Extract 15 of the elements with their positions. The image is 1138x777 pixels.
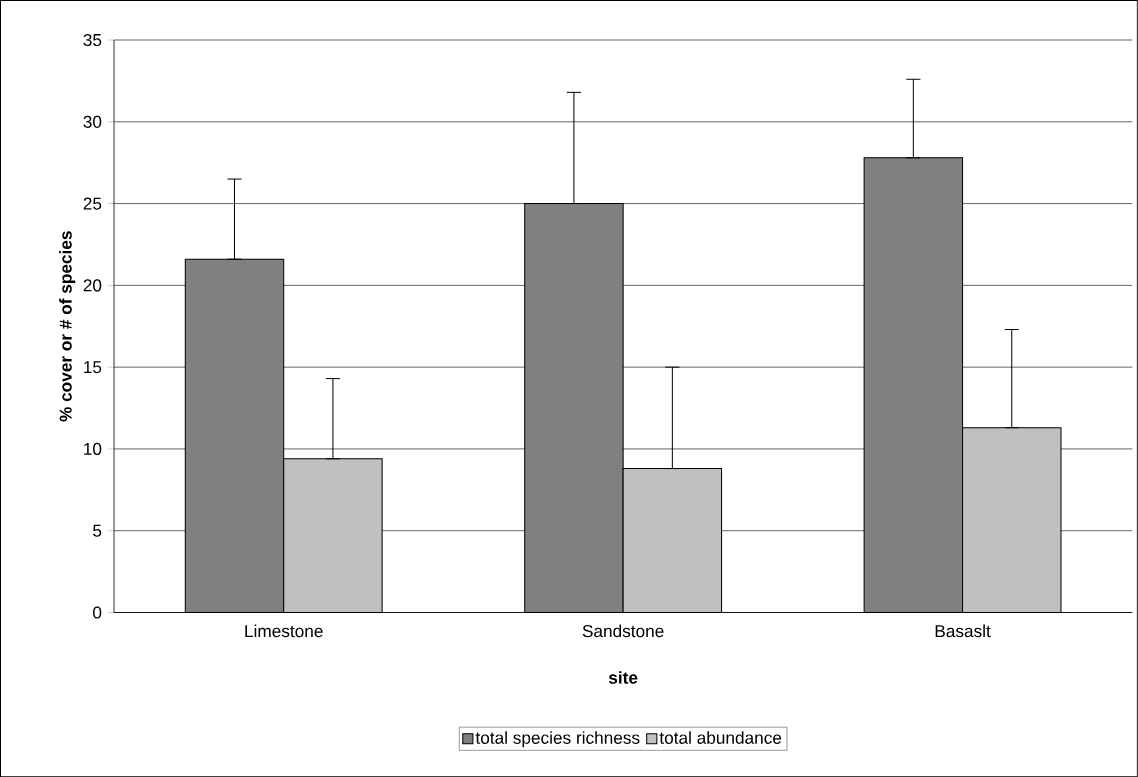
legend-label: total abundance [659, 731, 782, 744]
y-tick-label: 5 [93, 524, 102, 537]
x-tick-label: Limestone [245, 624, 323, 638]
y-tick-label: 15 [84, 361, 102, 374]
y-tick-label: 20 [83, 279, 102, 292]
x-tick-label: Sandstone [582, 624, 664, 638]
x-axis-title: site [608, 671, 638, 684]
x-tick-label: Basaslt [935, 624, 991, 638]
y-tick-label: 25 [83, 197, 102, 210]
y-axis-title: % cover or # of species [59, 231, 76, 422]
legend-label: total species richness [475, 731, 640, 748]
y-tick-label: 35 [83, 33, 102, 47]
y-tick-label: 30 [83, 115, 102, 128]
y-tick-label: 0 [93, 606, 102, 619]
y-tick-label: 10 [84, 442, 102, 455]
